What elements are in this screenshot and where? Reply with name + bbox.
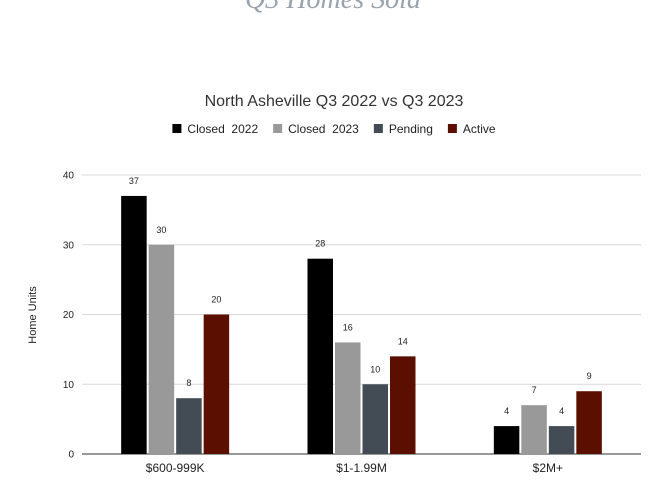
legend-label: Closed 2022: [187, 122, 258, 136]
bar: [307, 258, 333, 454]
bar: [203, 314, 230, 454]
legend: Closed 2022 Closed 2023 Pending Active: [172, 122, 496, 136]
y-tick-label: 10: [63, 380, 75, 391]
x-category-label: $600-999K: [146, 461, 205, 475]
page-heading: Q3 Homes Sold: [0, 0, 666, 16]
data-label: 10: [370, 364, 380, 374]
legend-label: Active: [463, 122, 496, 136]
bar: [121, 195, 147, 455]
legend-label: Pending: [389, 122, 433, 136]
legend-swatch: [172, 124, 182, 133]
gridlines: [82, 174, 641, 455]
bar: [521, 405, 547, 454]
chart-title: North Asheville Q3 2022 vs Q3 2023: [205, 93, 464, 110]
data-label: 20: [211, 295, 221, 305]
legend-swatch: [373, 124, 383, 133]
legend-swatch: [447, 124, 457, 133]
legend-swatch: [273, 124, 283, 133]
x-category-label: $2M+: [533, 461, 563, 475]
bar: [390, 356, 416, 454]
data-label: 4: [559, 406, 564, 416]
data-label: 28: [315, 239, 325, 249]
data-label: 16: [343, 322, 353, 332]
x-axis-categories: $600-999K $1-1.99M $2M+: [146, 461, 563, 475]
legend-item: Closed 2022: [172, 122, 258, 136]
x-category-label: $1-1.99M: [336, 461, 387, 475]
data-label: 7: [532, 385, 537, 395]
legend-item: Closed 2023: [273, 122, 359, 136]
bar: [176, 398, 202, 454]
y-tick-label: 20: [63, 310, 75, 321]
y-axis-label: Home Units: [27, 286, 39, 344]
y-tick-label: 30: [63, 240, 75, 251]
legend-item: Active: [447, 122, 496, 136]
y-tick-label: 40: [63, 171, 75, 182]
data-label: 30: [156, 225, 166, 235]
bar: [576, 391, 602, 454]
data-label: 14: [398, 336, 408, 346]
bar: [148, 244, 175, 454]
legend-item: Pending: [373, 122, 433, 136]
y-tick-label: 0: [68, 450, 74, 461]
data-label: 37: [129, 176, 139, 186]
bar: [335, 342, 361, 454]
data-label: 4: [504, 406, 509, 416]
data-label: 8: [186, 378, 191, 388]
bar: [493, 426, 520, 454]
legend-label: Closed 2023: [288, 122, 359, 136]
bar: [548, 426, 575, 454]
data-label: 9: [587, 371, 592, 381]
y-axis-ticks: 0 10 20 30 40: [63, 171, 75, 461]
bars: [121, 195, 602, 455]
bar: [362, 384, 388, 454]
data-labels: 37 30 8 20 28 16 10 14 4 7 4 9: [129, 176, 592, 416]
